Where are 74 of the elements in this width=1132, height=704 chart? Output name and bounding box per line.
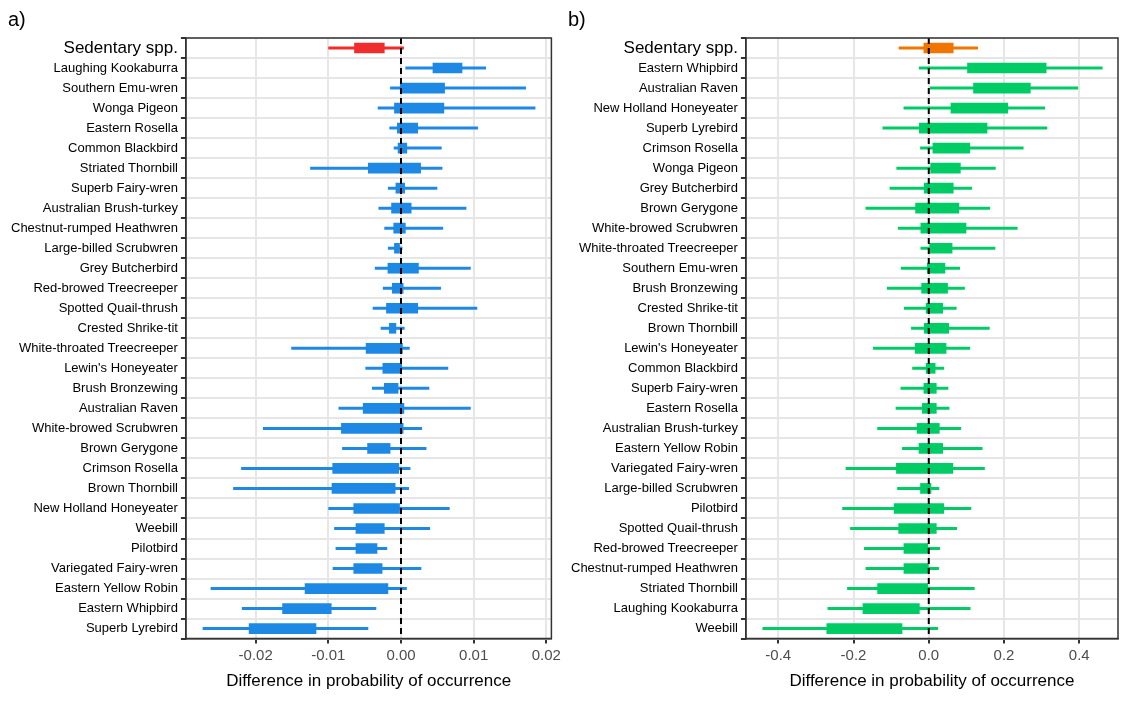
y-tick-label: Brown Thornbill	[87, 480, 179, 496]
y-tick-label: White-throated Treecreeper	[578, 239, 739, 255]
y-tick-label: Spotted Quail-thrush	[58, 299, 178, 315]
y-tick-label: Striated Thornbill	[79, 159, 179, 175]
y-tick-label: Lewin's Honeyeater	[64, 359, 179, 375]
x-axis-title: Difference in probability of occurrence	[226, 671, 512, 691]
y-tick-label: New Holland Honeyeater	[33, 500, 179, 516]
y-tick-label: Crimson Rosella	[642, 139, 739, 155]
y-tick-label: Weebill	[135, 520, 179, 536]
x-tick-label: 0.02	[531, 645, 561, 663]
y-tick-label: Striated Thornbill	[639, 580, 739, 596]
x-tick-label: -0.02	[238, 645, 273, 663]
y-tick-label: Common Blackbird	[68, 139, 178, 155]
y-tick-label: Brush Bronzewing	[72, 379, 178, 395]
y-tick-label: Australian Brush-turkey	[602, 419, 739, 435]
y-tick-label: Brown Gerygone	[640, 199, 738, 215]
y-tick-label: Sedentary spp.	[623, 37, 738, 57]
y-tick-label: Superb Lyrebird	[85, 620, 178, 636]
y-tick-label: Eastern Yellow Robin	[615, 439, 738, 455]
x-tick-label: 0.0	[918, 645, 940, 663]
y-tick-label: Large-billed Scrubwren	[604, 480, 738, 496]
x-tick-label: 0.4	[1068, 645, 1090, 663]
y-tick-label: Australian Brush-turkey	[42, 199, 179, 215]
y-tick-label: Variegated Fairy-wren	[51, 560, 178, 576]
y-tick-label: Southern Emu-wren	[622, 259, 738, 275]
y-tick-label: Eastern Rosella	[86, 119, 179, 135]
x-tick-label: -0.4	[765, 645, 792, 663]
y-tick-label: Australian Raven	[638, 79, 738, 95]
y-tick-label: White-browed Scrubwren	[591, 219, 738, 235]
y-tick-label: Pilotbird	[130, 540, 178, 556]
y-tick-label: Australian Raven	[78, 399, 178, 415]
y-tick-label: Large-billed Scrubwren	[44, 239, 178, 255]
y-tick-label: Red-browed Treecreeper	[33, 279, 179, 295]
y-tick-label: Lewin's Honeyeater	[624, 339, 739, 355]
y-tick-label: Wonga Pigeon	[92, 99, 178, 115]
y-tick-label: Eastern Whipbird	[78, 600, 178, 616]
y-tick-label: Brush Bronzewing	[632, 279, 738, 295]
y-tick-label: Crested Shrike-tit	[77, 319, 179, 335]
x-tick-label: 0.00	[386, 645, 416, 663]
y-tick-label: Superb Fairy-wren	[630, 379, 738, 395]
y-tick-label: Spotted Quail-thrush	[618, 520, 738, 536]
y-tick-label: Superb Lyrebird	[645, 119, 738, 135]
y-tick-label: White-browed Scrubwren	[31, 419, 178, 435]
y-tick-label: Brown Thornbill	[647, 319, 739, 335]
y-tick-label: Common Blackbird	[628, 359, 738, 375]
y-tick-label: New Holland Honeyeater	[593, 99, 739, 115]
x-tick-label: 0.2	[993, 645, 1015, 663]
y-tick-label: White-throated Treecreeper	[18, 339, 179, 355]
x-tick-label: 0.01	[459, 645, 489, 663]
y-tick-label: Eastern Rosella	[646, 399, 739, 415]
y-tick-label: Chestnut-rumped Heathwren	[11, 219, 178, 235]
y-tick-label: Sedentary spp.	[63, 37, 178, 57]
y-tick-label: Wonga Pigeon	[652, 159, 738, 175]
y-tick-label: Variegated Fairy-wren	[611, 460, 738, 476]
y-tick-label: Laughing Kookaburra	[53, 59, 179, 75]
y-tick-label: Red-browed Treecreeper	[593, 540, 739, 556]
y-tick-label: Eastern Whipbird	[638, 59, 738, 75]
y-tick-label: Southern Emu-wren	[62, 79, 178, 95]
y-tick-label: Brown Gerygone	[80, 439, 178, 455]
y-tick-label: Crimson Rosella	[82, 460, 179, 476]
x-tick-label: -0.2	[840, 645, 867, 663]
y-tick-label: Crested Shrike-tit	[637, 299, 739, 315]
x-tick-label: -0.01	[311, 645, 346, 663]
y-tick-label: Grey Butcherbird	[639, 179, 738, 195]
y-tick-label: Grey Butcherbird	[79, 259, 178, 275]
text: b)	[568, 7, 586, 30]
text: a)	[8, 7, 26, 30]
y-tick-label: Chestnut-rumped Heathwren	[571, 560, 738, 576]
y-tick-label: Weebill	[695, 620, 739, 636]
x-axis-title: Difference in probability of occurrence	[789, 671, 1075, 691]
y-tick-label: Pilotbird	[690, 500, 738, 516]
y-tick-label: Laughing Kookaburra	[613, 600, 739, 616]
y-tick-label: Superb Fairy-wren	[70, 179, 178, 195]
y-tick-label: Eastern Yellow Robin	[55, 580, 178, 596]
